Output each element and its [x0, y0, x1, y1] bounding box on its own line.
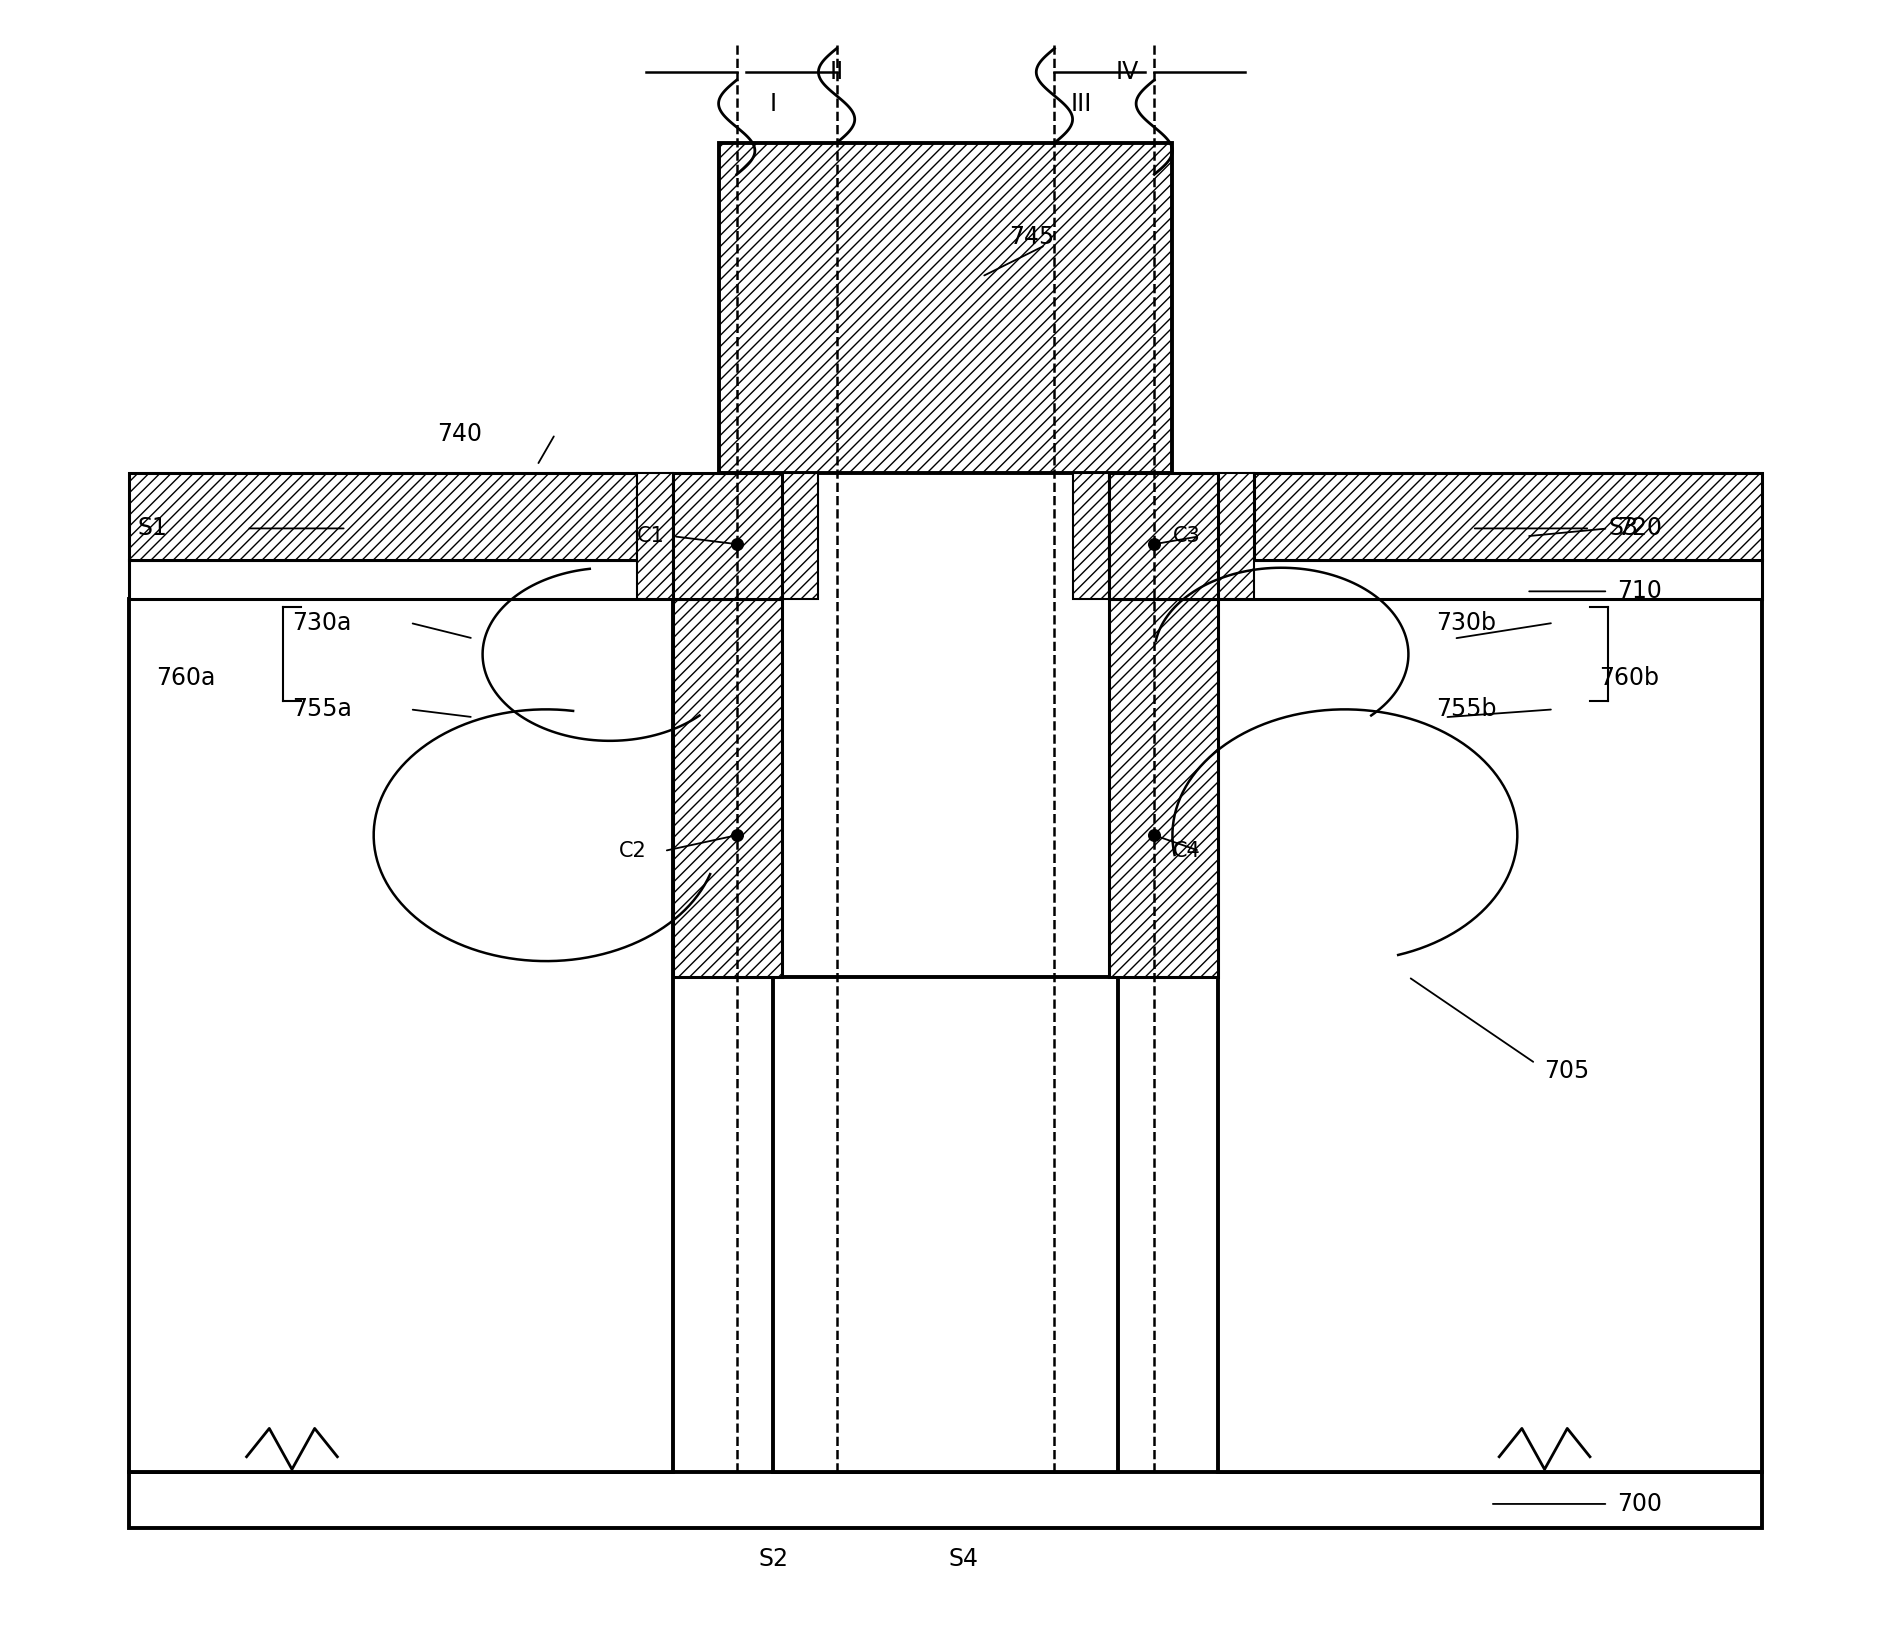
Bar — [719, 143, 1172, 474]
Text: S2: S2 — [758, 1547, 789, 1572]
Text: IV: IV — [1116, 61, 1138, 84]
Text: 755b: 755b — [1435, 697, 1496, 721]
Bar — [129, 561, 673, 600]
Text: 760b: 760b — [1600, 665, 1658, 690]
Point — [722, 823, 753, 849]
Text: 705: 705 — [1545, 1059, 1590, 1083]
Text: I: I — [770, 92, 777, 116]
Text: 755a: 755a — [291, 697, 352, 721]
Bar — [783, 474, 819, 600]
Bar — [1254, 474, 1762, 561]
Bar — [1218, 600, 1762, 1472]
Text: S1: S1 — [138, 516, 168, 541]
Text: 700: 700 — [1617, 1491, 1662, 1516]
Text: 760a: 760a — [155, 665, 216, 690]
Bar — [1218, 474, 1254, 600]
Text: 745: 745 — [1010, 225, 1055, 249]
Text: C3: C3 — [1172, 526, 1201, 546]
Point — [1138, 531, 1169, 557]
Bar — [673, 474, 783, 600]
Bar — [637, 474, 673, 600]
Bar — [1072, 474, 1108, 600]
Text: 730b: 730b — [1435, 611, 1496, 634]
Text: II: II — [830, 61, 843, 84]
Text: 730a: 730a — [291, 611, 352, 634]
Bar — [673, 600, 783, 977]
Bar — [1108, 600, 1218, 977]
Text: 720: 720 — [1617, 516, 1662, 541]
Text: 710: 710 — [1617, 579, 1662, 603]
Text: S3: S3 — [1607, 516, 1638, 541]
Text: C4: C4 — [1172, 841, 1201, 860]
Bar — [129, 1472, 1762, 1528]
Point — [1138, 823, 1169, 849]
Text: 740: 740 — [437, 421, 482, 446]
Bar — [1108, 474, 1218, 600]
Bar — [129, 600, 673, 1472]
Bar — [773, 977, 1118, 1472]
Text: III: III — [1070, 92, 1093, 116]
Text: C1: C1 — [637, 526, 664, 546]
Bar — [1218, 561, 1762, 600]
Bar — [129, 474, 637, 561]
Point — [722, 531, 753, 557]
Text: S4: S4 — [949, 1547, 980, 1572]
Text: C2: C2 — [618, 841, 647, 860]
